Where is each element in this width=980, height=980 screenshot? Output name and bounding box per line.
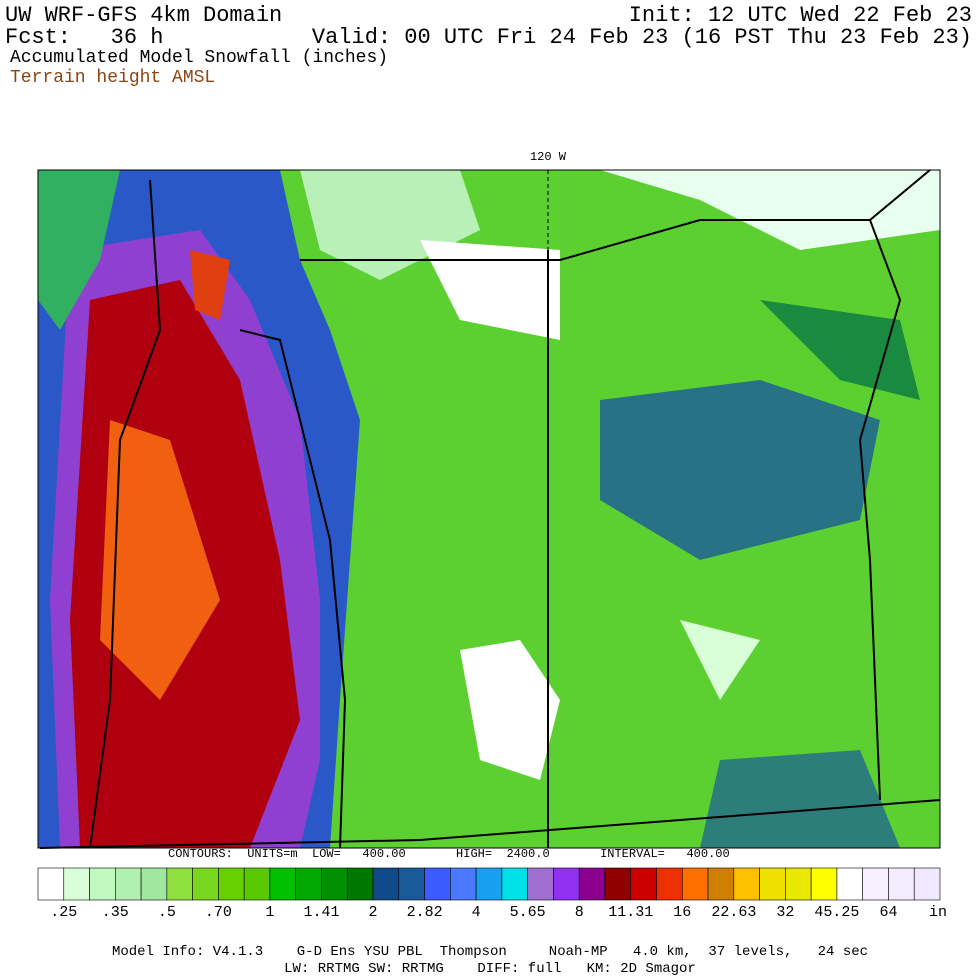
legend-label: .5 [158,904,176,921]
legend-label: 1 [265,904,274,921]
legend-swatch [785,867,812,901]
legend-label: 1.41 [303,904,339,921]
legend-swatch [553,867,580,901]
footer-line2: LW: RRTMG SW: RRTMG DIFF: full KM: 2D Sm… [284,961,696,977]
legend-swatch [810,867,838,901]
legend-label: 16 [673,904,691,921]
legend-swatch [372,867,400,901]
legend-swatch [888,867,915,901]
legend-label: 4 [472,904,481,921]
legend-swatch [527,867,554,901]
legend-swatch [63,867,90,901]
legend-swatch [681,867,709,901]
legend-swatch [759,867,786,901]
contours-info: CONTOURS: UNITS=m LOW= 400.00 HIGH= 2400… [168,847,730,861]
legend-label: 64 [879,904,897,921]
legend-swatch [707,867,735,901]
legend-swatch [192,867,219,901]
legend-swatch [501,867,528,901]
legend-label: 45.25 [814,904,859,921]
legend-label: 8 [575,904,584,921]
legend-swatch [269,867,297,901]
legend-label: .35 [102,904,129,921]
legend-swatch [630,867,657,901]
legend-swatch [243,867,271,901]
legend-label: .70 [205,904,232,921]
legend-label: 2.82 [407,904,443,921]
legend-unit: in [929,904,947,921]
legend-swatch [398,867,425,901]
legend-label: 2 [369,904,378,921]
legend-label: 22.63 [711,904,756,921]
legend-swatch [140,867,168,901]
legend-swatch [295,867,322,901]
legend-swatch [321,867,348,901]
legend-label: .25 [50,904,77,921]
legend-swatch [475,867,503,901]
legend-swatch [604,867,632,901]
field: Accumulated Model Snowfall (inches) [10,48,388,68]
valid: Valid: 00 UTC Fri 24 Feb 23 (16 PST Thu … [312,25,972,50]
legend-swatch [166,867,193,901]
legend-swatch [836,867,863,901]
legend-swatch [89,867,116,901]
legend: .25 .35 .5 .70 1 1.41 2 2.82 4 5.65 8 11.31 16 22.63 3… [37,867,947,921]
meridian-label: 120 W [530,150,567,164]
init: Init: 12 UTC Wed 22 Feb 23 [629,3,972,28]
legend-swatch [115,867,142,901]
fcst: Fcst: 36 h [5,25,163,50]
map [37,169,941,849]
title: UW WRF-GFS 4km Domain [5,3,282,28]
legend-label: 11.31 [608,904,653,921]
legend-swatch [218,867,245,901]
legend-swatch [450,867,477,901]
legend-swatch [733,867,760,901]
footer-line1: Model Info: V4.1.3 G-D Ens YSU PBL Thomp… [112,944,868,960]
legend-swatch [424,867,451,901]
legend-label: 5.65 [510,904,546,921]
legend-swatch [656,867,683,901]
legend-swatch [862,867,889,901]
legend-swatch [578,867,606,901]
legend-swatch [37,867,65,901]
legend-swatch [346,867,374,901]
legend-label: 32 [776,904,794,921]
overlay: Terrain height AMSL [10,68,215,88]
legend-swatch [913,867,941,901]
